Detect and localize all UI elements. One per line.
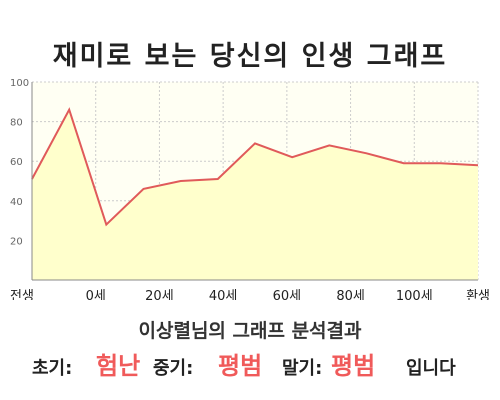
x-tick-label: 20세	[145, 289, 174, 300]
early-label: 초기:	[32, 358, 73, 379]
x-tick-label: 환생	[466, 289, 490, 300]
y-tick-label: 60	[10, 157, 23, 168]
analysis-summary: 이상렬님의 그래프 분석결과	[138, 320, 362, 342]
early-value: 험난	[96, 352, 141, 380]
series-line	[31, 107, 479, 227]
x-tick-label: 40세	[209, 289, 238, 300]
life-graph-chart: 20 40 60 80 100 전생 0세 20세 40세 60세 80세 100세 환생	[10, 78, 490, 300]
series-area-fill	[32, 109, 478, 280]
x-tick-label: 0세	[86, 289, 106, 300]
mid-value: 평범	[218, 352, 263, 380]
x-tick-labels: 전생 0세 20세 40세 60세 80세 100세 환생	[10, 289, 490, 300]
mid-label: 중기:	[153, 358, 194, 379]
result-suffix: 입니다	[406, 358, 456, 379]
x-tick-label: 80세	[336, 289, 365, 300]
y-tick-label: 100	[10, 78, 29, 89]
x-tick-label: 전생	[10, 289, 34, 300]
late-value: 평범	[331, 352, 376, 380]
analysis-result: 초기: 험난 중기: 평범 말기: 평범 입니다	[0, 346, 500, 380]
x-tick-label: 100세	[396, 289, 433, 300]
chart-title: 재미로 보는 당신의 인생 그래프	[52, 41, 448, 72]
y-tick-labels: 20 40 60 80 100	[10, 78, 29, 247]
x-tick-label: 60세	[273, 289, 302, 300]
y-tick-label: 20	[10, 236, 23, 247]
late-label: 말기:	[282, 358, 323, 379]
y-tick-label: 80	[10, 118, 23, 129]
y-tick-label: 40	[10, 197, 23, 208]
